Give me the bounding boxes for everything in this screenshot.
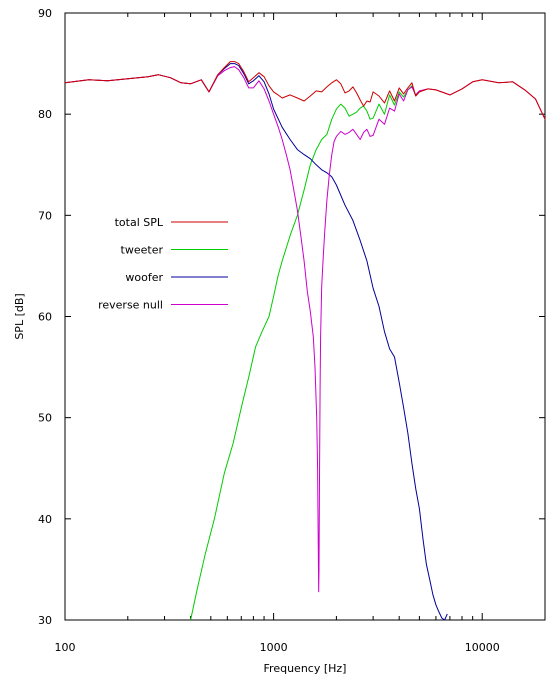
legend-label: reverse null — [98, 299, 163, 312]
axis-ticks — [64, 12, 546, 621]
series-line-reverse-null — [64, 66, 546, 593]
legend-label: tweeter — [121, 244, 164, 257]
legend-label: woofer — [125, 271, 163, 284]
y-tick-label: 40 — [38, 513, 52, 526]
series-line-tweeter — [190, 85, 420, 621]
y-tick-label: 80 — [38, 108, 52, 121]
x-tick-label: 10000 — [465, 641, 500, 654]
y-tick-label: 50 — [38, 412, 52, 425]
x-axis-label: Frequency [Hz] — [264, 662, 347, 675]
legend-label: total SPL — [115, 216, 164, 229]
y-tick-label: 90 — [38, 7, 52, 20]
series-line-total-spl — [64, 61, 546, 120]
y-tick-label: 70 — [38, 209, 52, 222]
legend: total SPL tweeter woofer reverse null — [98, 216, 228, 312]
x-tick-label: 1000 — [260, 641, 288, 654]
axis-tick-labels: 30 40 50 60 70 80 90 100 1000 10000 — [38, 7, 500, 654]
y-tick-label: 60 — [38, 311, 52, 324]
y-tick-label: 30 — [38, 614, 52, 627]
y-axis-label: SPL [dB] — [13, 293, 26, 339]
x-tick-label: 100 — [55, 641, 76, 654]
series-curves — [64, 61, 546, 621]
